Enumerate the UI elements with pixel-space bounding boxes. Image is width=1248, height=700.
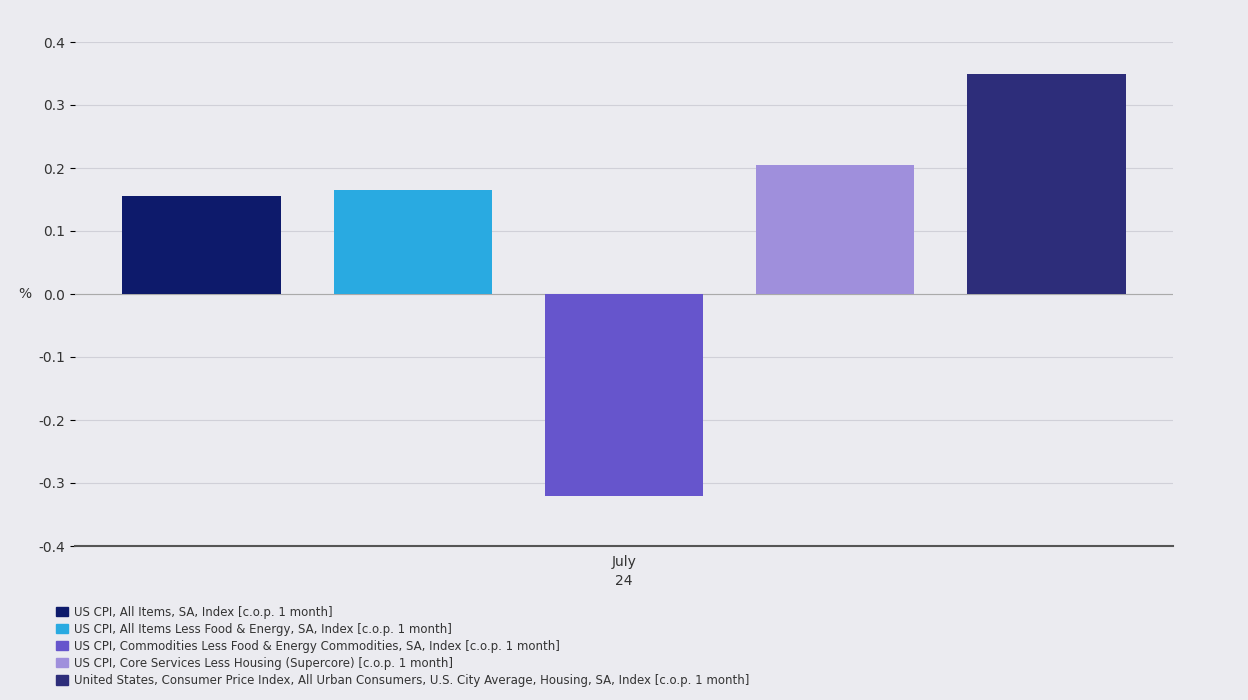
Legend: US CPI, All Items, SA, Index [c.o.p. 1 month], US CPI, All Items Less Food & Ene: US CPI, All Items, SA, Index [c.o.p. 1 m… xyxy=(56,606,749,687)
Bar xyxy=(333,190,492,294)
Y-axis label: %: % xyxy=(17,287,31,301)
Bar xyxy=(756,165,915,294)
Bar xyxy=(967,74,1126,294)
Text: July: July xyxy=(612,556,636,570)
Bar xyxy=(545,294,703,496)
Bar xyxy=(122,197,281,294)
Text: 24: 24 xyxy=(615,574,633,588)
